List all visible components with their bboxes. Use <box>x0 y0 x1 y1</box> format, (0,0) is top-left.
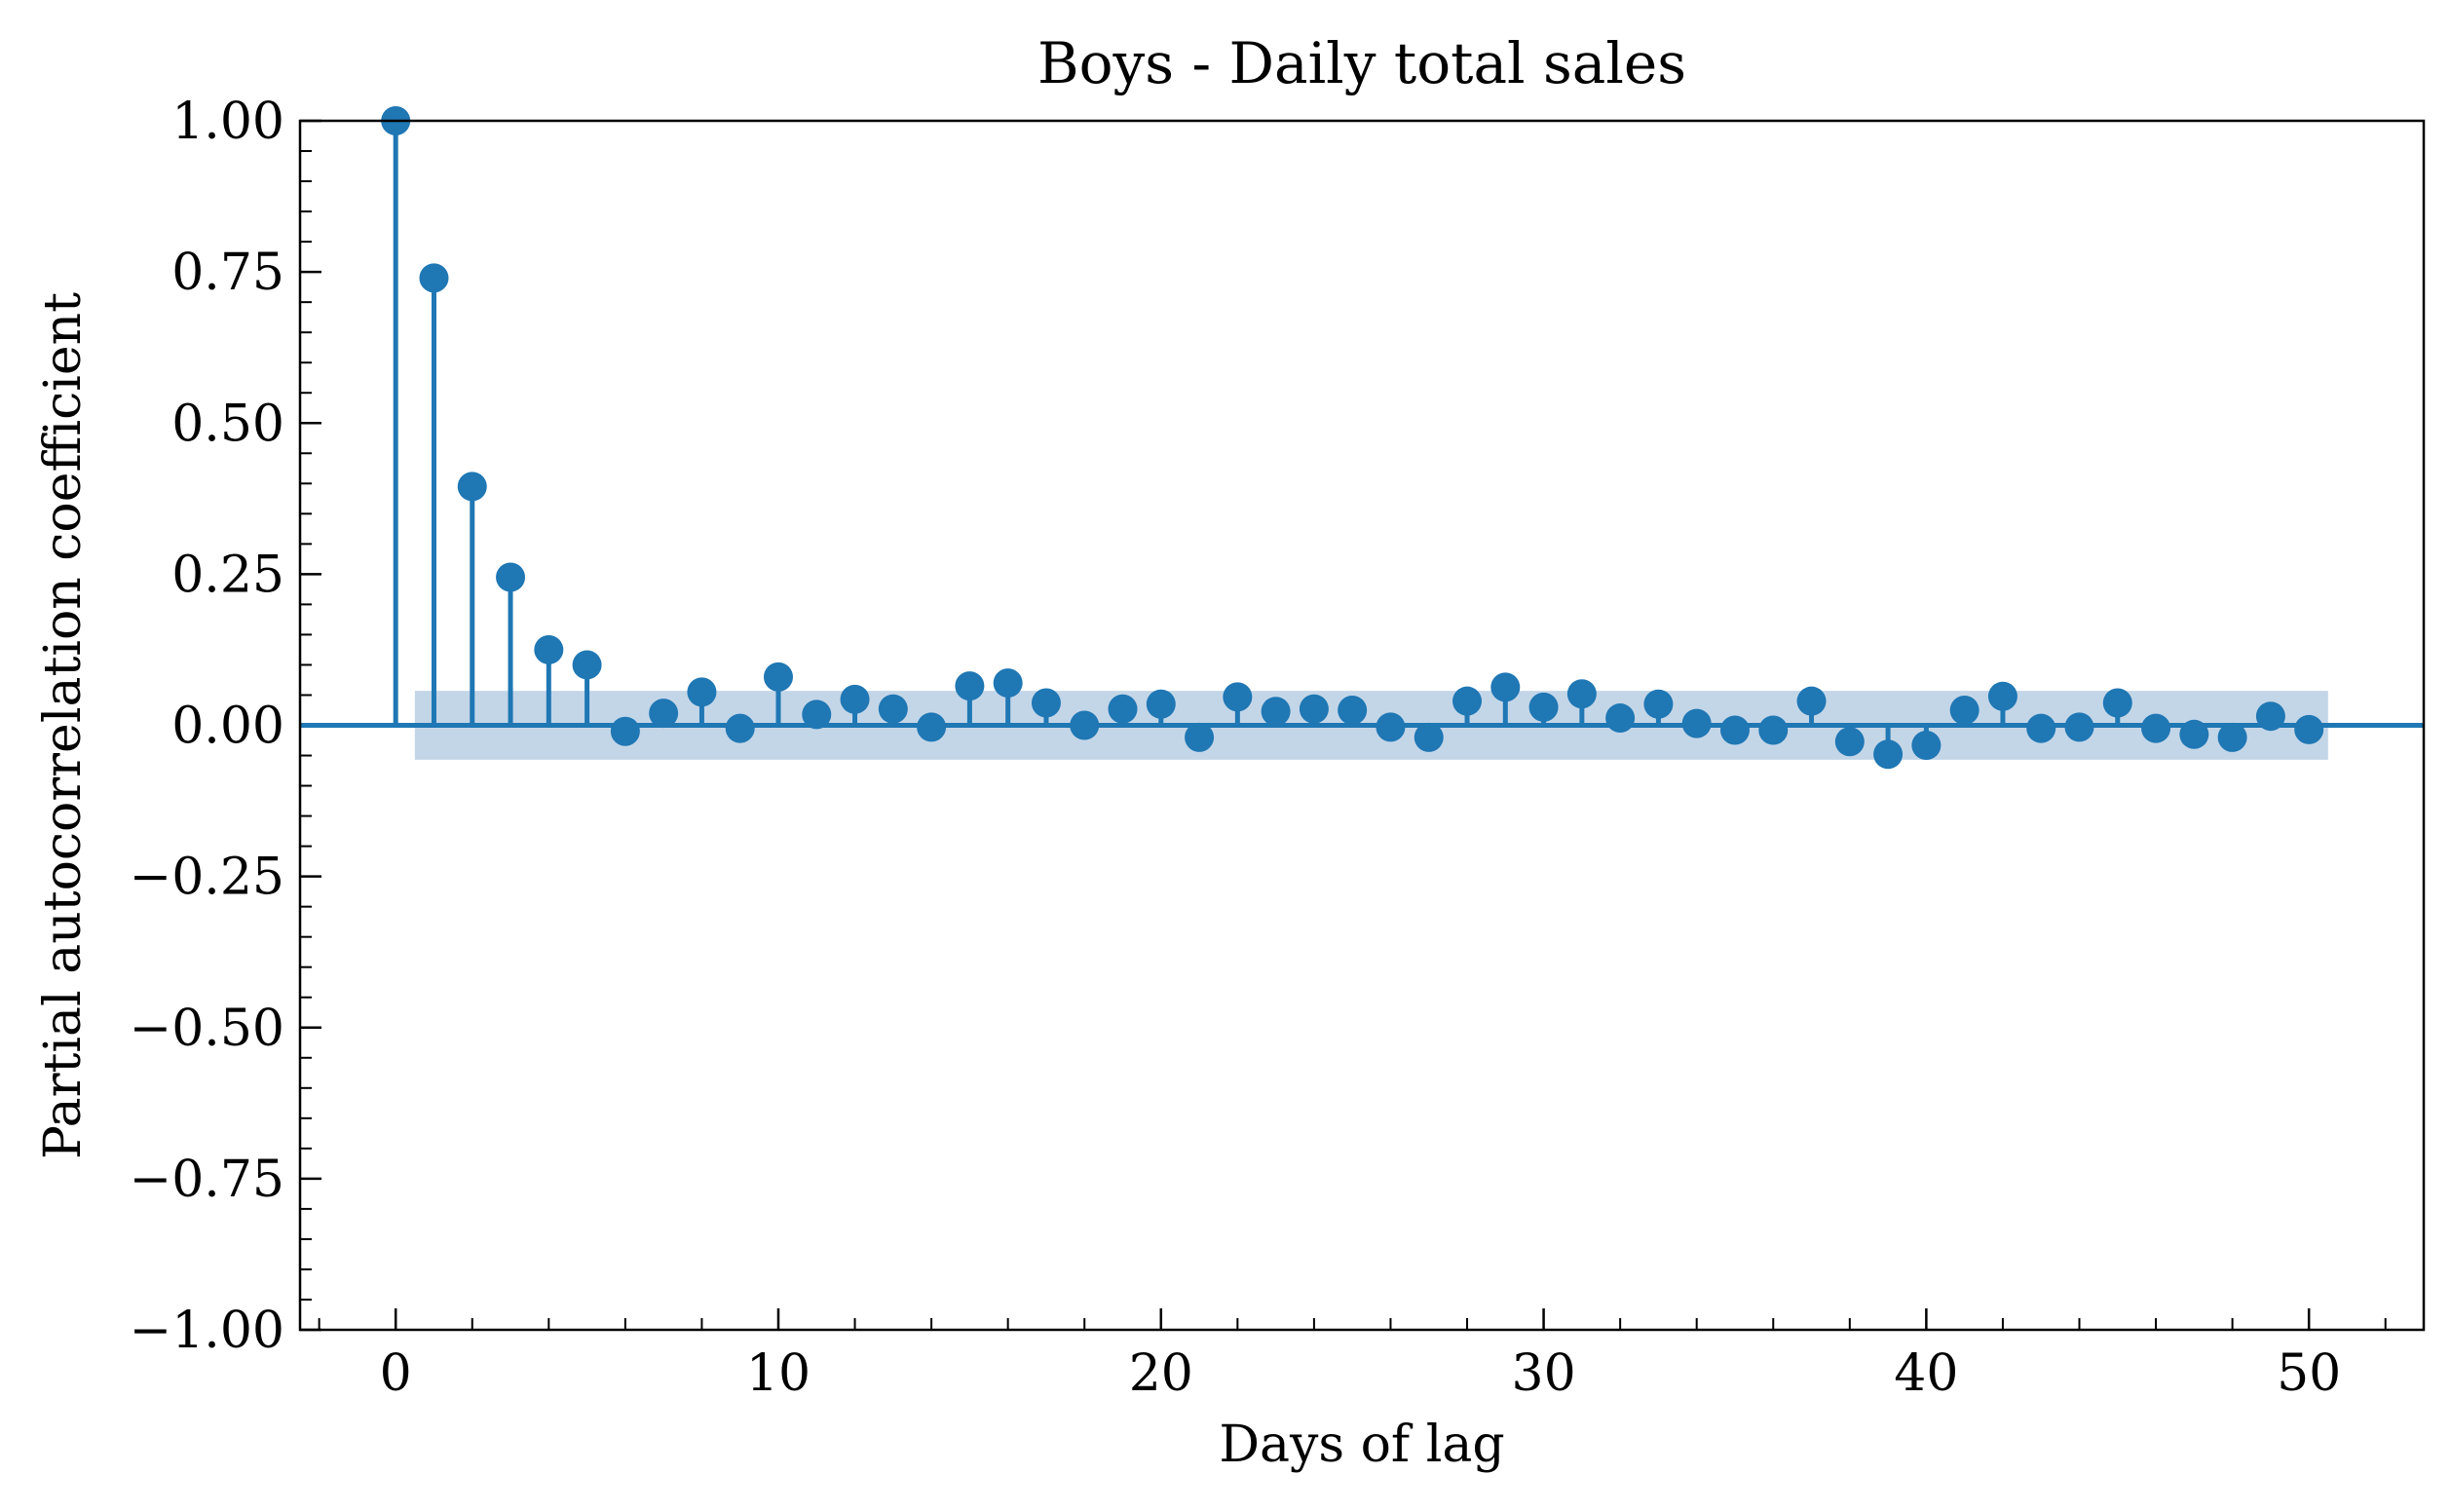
x-tick-label: 40 <box>1894 1344 1958 1403</box>
stem-marker <box>1758 715 1789 745</box>
stem-marker <box>1146 689 1176 719</box>
stem-marker <box>1873 739 1904 770</box>
stem-marker <box>1681 708 1712 738</box>
stem-marker <box>2255 701 2285 732</box>
stem-marker <box>1796 686 1827 716</box>
stem-marker <box>572 650 602 680</box>
stem-marker <box>1414 722 1444 752</box>
stem-marker <box>1949 695 1980 725</box>
stem-marker <box>496 562 526 592</box>
y-tick-label: −0.75 <box>130 1151 284 1209</box>
y-tick-label: −0.50 <box>130 1000 284 1058</box>
stem-marker <box>419 263 449 293</box>
stem-marker <box>763 662 793 692</box>
y-tick-label: 0.75 <box>171 244 284 302</box>
x-tick-label: 20 <box>1129 1344 1193 1403</box>
stem-marker <box>1031 688 1061 718</box>
stem-marker <box>1223 682 1253 712</box>
stem-marker <box>1108 694 1138 724</box>
stem-marker <box>1911 730 1942 760</box>
stem-marker <box>1376 712 1406 742</box>
y-tick-label: −0.25 <box>130 849 284 907</box>
x-tick-label: 50 <box>2277 1344 2341 1403</box>
x-tick-label: 10 <box>746 1344 811 1403</box>
x-tick-label: 0 <box>380 1344 412 1403</box>
stem-marker <box>610 716 640 746</box>
stem-marker <box>725 713 755 743</box>
stem-marker <box>2141 713 2171 743</box>
stem-marker <box>1452 686 1483 716</box>
stem-marker <box>2294 714 2324 744</box>
plot-area-frame <box>298 119 2426 1332</box>
stem-marker <box>878 694 908 724</box>
y-tick-label: 0.00 <box>171 698 284 756</box>
stem-marker <box>917 712 947 742</box>
stem-marker <box>457 472 487 502</box>
stem-marker <box>1528 692 1559 722</box>
y-tick-label: 0.25 <box>171 546 284 604</box>
y-tick-label: −1.00 <box>130 1302 284 1360</box>
stem-marker <box>1719 715 1750 745</box>
stem-marker <box>1070 710 1100 740</box>
stem-marker <box>1185 722 1215 752</box>
stem-marker <box>1338 695 1368 725</box>
stem-marker <box>1261 697 1291 727</box>
stem-marker <box>1987 681 2017 711</box>
stem-marker <box>955 671 985 701</box>
stem-marker <box>993 668 1023 699</box>
stem-marker <box>1299 694 1329 724</box>
y-tick-label: 1.00 <box>171 93 284 151</box>
x-axis-label: Days of lag <box>1219 1416 1504 1474</box>
chart-title: Boys - Daily total sales <box>1037 30 1686 96</box>
stem-marker <box>2217 722 2247 752</box>
stem-marker <box>687 677 717 707</box>
stem-marker <box>1566 679 1597 709</box>
stem-marker <box>2064 712 2094 742</box>
stem-marker <box>534 634 564 664</box>
x-tick-label: 30 <box>1511 1344 1575 1403</box>
y-tick-label: 0.50 <box>171 395 284 453</box>
stem-marker <box>1834 727 1865 757</box>
stem-marker <box>2179 719 2209 749</box>
stem-marker <box>2026 713 2056 743</box>
y-axis-label: Partial autocorrelation coefficient <box>34 292 93 1159</box>
stem-marker <box>1490 672 1521 702</box>
stem-marker <box>2102 688 2132 718</box>
stem-marker <box>840 684 870 714</box>
stem-marker <box>802 699 832 730</box>
stem-marker <box>1643 689 1674 719</box>
stem-marker <box>1605 703 1636 734</box>
stem-marker <box>649 699 679 729</box>
